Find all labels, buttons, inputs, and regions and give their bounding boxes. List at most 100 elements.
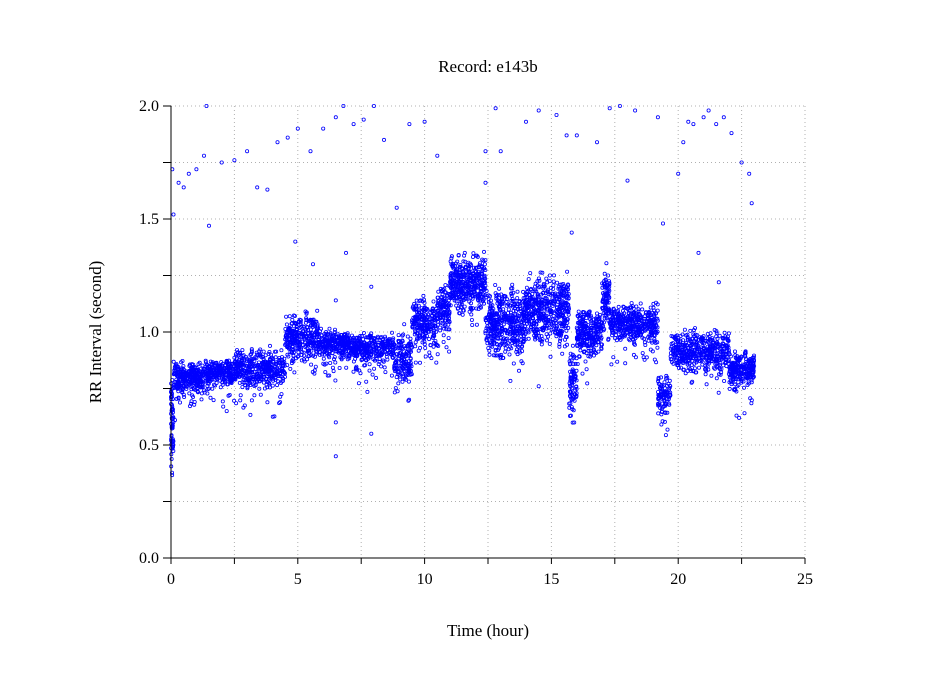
- data-point: [632, 329, 637, 334]
- data-point: [169, 470, 174, 475]
- data-point: [510, 336, 515, 341]
- data-point: [493, 327, 498, 332]
- data-point: [475, 285, 480, 290]
- data-point: [366, 341, 371, 346]
- data-point: [515, 296, 520, 301]
- data-point: [543, 323, 548, 328]
- data-point: [327, 326, 332, 331]
- data-point: [252, 356, 257, 361]
- data-point: [400, 353, 405, 358]
- data-point: [568, 389, 573, 394]
- data-point: [220, 373, 225, 378]
- data-point: [328, 331, 333, 336]
- data-point: [391, 336, 396, 341]
- data-point: [234, 348, 239, 353]
- data-point: [220, 399, 225, 404]
- data-point: [595, 327, 600, 332]
- data-point: [174, 373, 179, 378]
- data-point: [574, 391, 579, 396]
- data-point: [240, 364, 245, 369]
- data-point: [400, 366, 405, 371]
- data-point: [426, 327, 431, 332]
- data-point: [521, 289, 526, 294]
- data-point: [182, 394, 187, 399]
- data-point: [640, 329, 645, 334]
- data-point: [189, 384, 194, 389]
- data-point: [557, 344, 562, 349]
- data-point: [497, 300, 502, 305]
- data-point: [485, 324, 490, 329]
- data-point: [463, 259, 468, 264]
- data-point: [382, 365, 387, 370]
- data-point: [415, 310, 420, 315]
- data-point: [562, 288, 567, 293]
- data-point: [659, 412, 664, 417]
- data-point: [401, 360, 406, 365]
- data-point: [639, 315, 644, 320]
- data-point: [344, 365, 349, 370]
- data-point: [574, 356, 579, 361]
- data-point: [240, 348, 245, 353]
- data-point: [332, 327, 337, 332]
- data-point: [685, 368, 690, 373]
- data-point: [524, 295, 529, 300]
- data-point: [499, 324, 504, 329]
- data-point: [625, 326, 630, 331]
- data-point: [655, 345, 660, 350]
- data-point: [575, 361, 580, 366]
- data-point: [474, 253, 479, 258]
- data-point: [396, 339, 401, 344]
- data-point: [261, 367, 266, 372]
- data-point: [650, 349, 655, 354]
- data-point: [169, 402, 174, 407]
- data-point: [545, 280, 550, 285]
- data-point: [383, 370, 388, 375]
- data-point: [484, 318, 489, 323]
- data-point: [233, 377, 238, 382]
- data-point: [515, 289, 520, 294]
- data-point: [211, 375, 216, 380]
- data-point: [593, 335, 598, 340]
- data-point: [479, 265, 484, 270]
- data-point: [249, 398, 254, 403]
- data-point: [386, 341, 391, 346]
- data-point: [317, 344, 322, 349]
- data-point: [289, 361, 294, 366]
- data-point: [588, 319, 593, 324]
- data-point: [402, 368, 407, 373]
- data-point: [222, 377, 227, 382]
- data-point: [565, 269, 570, 274]
- data-point: [611, 309, 616, 314]
- data-point: [564, 323, 569, 328]
- data-point: [703, 356, 708, 361]
- data-point: [428, 342, 433, 347]
- data-point: [202, 370, 207, 375]
- data-point: [376, 340, 381, 345]
- data-point: [445, 308, 450, 313]
- data-point: [584, 367, 589, 372]
- data-point: [509, 313, 514, 318]
- data-point: [361, 330, 366, 335]
- data-point: [566, 282, 571, 287]
- data-point: [587, 334, 592, 339]
- data-point: [199, 397, 204, 402]
- data-point: [472, 279, 477, 284]
- data-point: [297, 346, 302, 351]
- data-point: [220, 382, 225, 387]
- data-point: [357, 346, 362, 351]
- data-point: [413, 330, 418, 335]
- data-point: [635, 334, 640, 339]
- data-point: [337, 365, 342, 370]
- data-point: [295, 339, 300, 344]
- data-point: [663, 433, 668, 438]
- data-point: [294, 330, 299, 335]
- data-point: [606, 294, 611, 299]
- data-point: [629, 305, 634, 310]
- data-point: [648, 318, 653, 323]
- data-point: [642, 340, 647, 345]
- data-point: [550, 309, 555, 314]
- data-point: [325, 373, 330, 378]
- data-point: [479, 280, 484, 285]
- data-point: [313, 330, 318, 335]
- data-point: [441, 326, 446, 331]
